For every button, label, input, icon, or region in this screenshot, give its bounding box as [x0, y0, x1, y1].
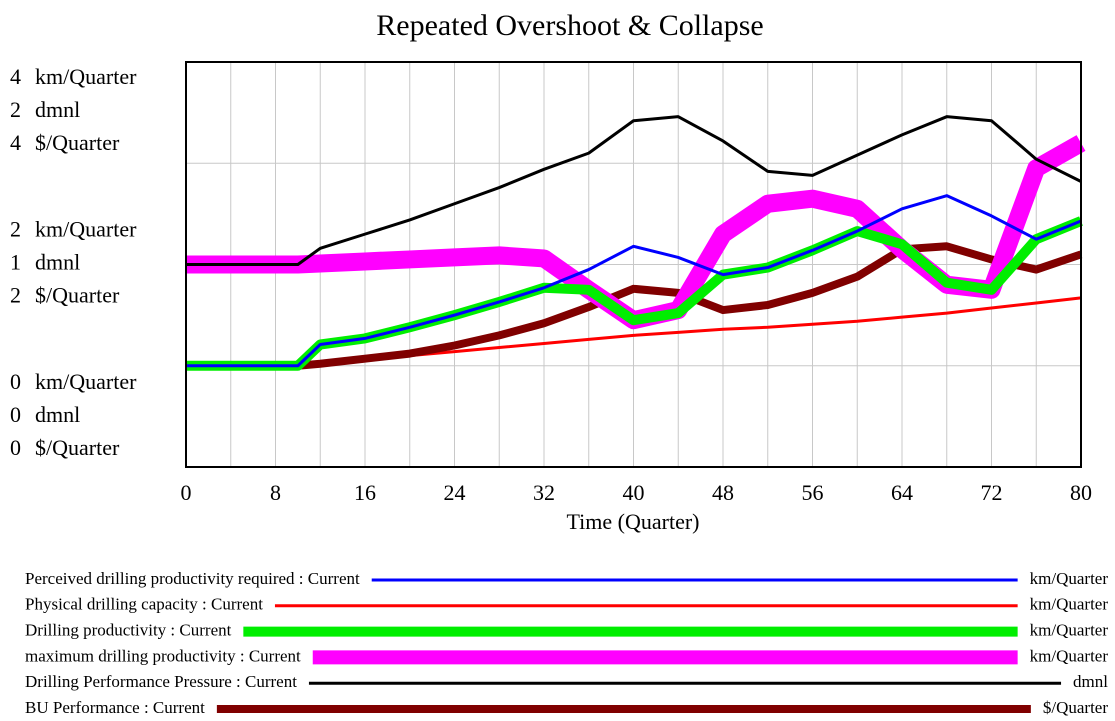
x-tick-label: 56 [802, 480, 824, 505]
y-axis-unit: $/Quarter [35, 283, 120, 308]
plot-frame [185, 61, 1082, 468]
series-line [186, 194, 1082, 368]
legend-label: maximum drilling productivity : Current [25, 646, 301, 665]
x-tick-label: 8 [270, 480, 281, 505]
legend-unit: km/Quarter [1030, 621, 1109, 640]
x-tick-label: 40 [623, 480, 645, 505]
x-axis-label: Time (Quarter) [567, 509, 700, 534]
y-axis-unit: dmnl [35, 97, 80, 122]
y-axis-unit: km/Quarter [35, 369, 137, 394]
x-tick-label: 64 [891, 480, 913, 505]
x-tick-label: 32 [533, 480, 555, 505]
y-axis-unit: dmnl [35, 402, 80, 427]
y-axis-unit: km/Quarter [35, 217, 137, 242]
legend-unit: km/Quarter [1030, 569, 1109, 588]
legend-label: Drilling productivity : Current [25, 621, 232, 640]
y-tick-label: 2 [10, 97, 21, 122]
legend-label: BU Performance : Current [25, 698, 205, 717]
y-axis-unit: dmnl [35, 250, 80, 275]
legend-unit: km/Quarter [1030, 646, 1109, 665]
x-tick-label: 24 [444, 480, 466, 505]
y-tick-label: 0 [10, 402, 21, 427]
y-axis-unit: $/Quarter [35, 130, 120, 155]
chart-title: Repeated Overshoot & Collapse [376, 9, 763, 42]
y-tick-label: 2 [10, 217, 21, 242]
series-line [186, 115, 1082, 266]
x-tick-label: 16 [354, 480, 376, 505]
legend-label: Perceived drilling productivity required… [25, 569, 360, 588]
x-tick-label: 48 [712, 480, 734, 505]
x-tick-label: 80 [1070, 480, 1092, 505]
legend-label: Drilling Performance Pressure : Current [25, 672, 297, 691]
y-tick-label: 4 [10, 64, 21, 89]
legend-label: Physical drilling capacity : Current [25, 595, 263, 614]
legend-unit: $/Quarter [1043, 698, 1108, 717]
y-tick-label: 1 [10, 250, 21, 275]
x-tick-label: 0 [181, 480, 192, 505]
x-tick-label: 72 [981, 480, 1003, 505]
y-axis-unit: $/Quarter [35, 435, 120, 460]
y-tick-label: 0 [10, 369, 21, 394]
y-tick-label: 0 [10, 435, 21, 460]
legend-unit: dmnl [1073, 672, 1108, 691]
y-tick-label: 2 [10, 283, 21, 308]
legend-unit: km/Quarter [1030, 595, 1109, 614]
y-tick-label: 4 [10, 130, 21, 155]
y-axis-unit: km/Quarter [35, 64, 137, 89]
